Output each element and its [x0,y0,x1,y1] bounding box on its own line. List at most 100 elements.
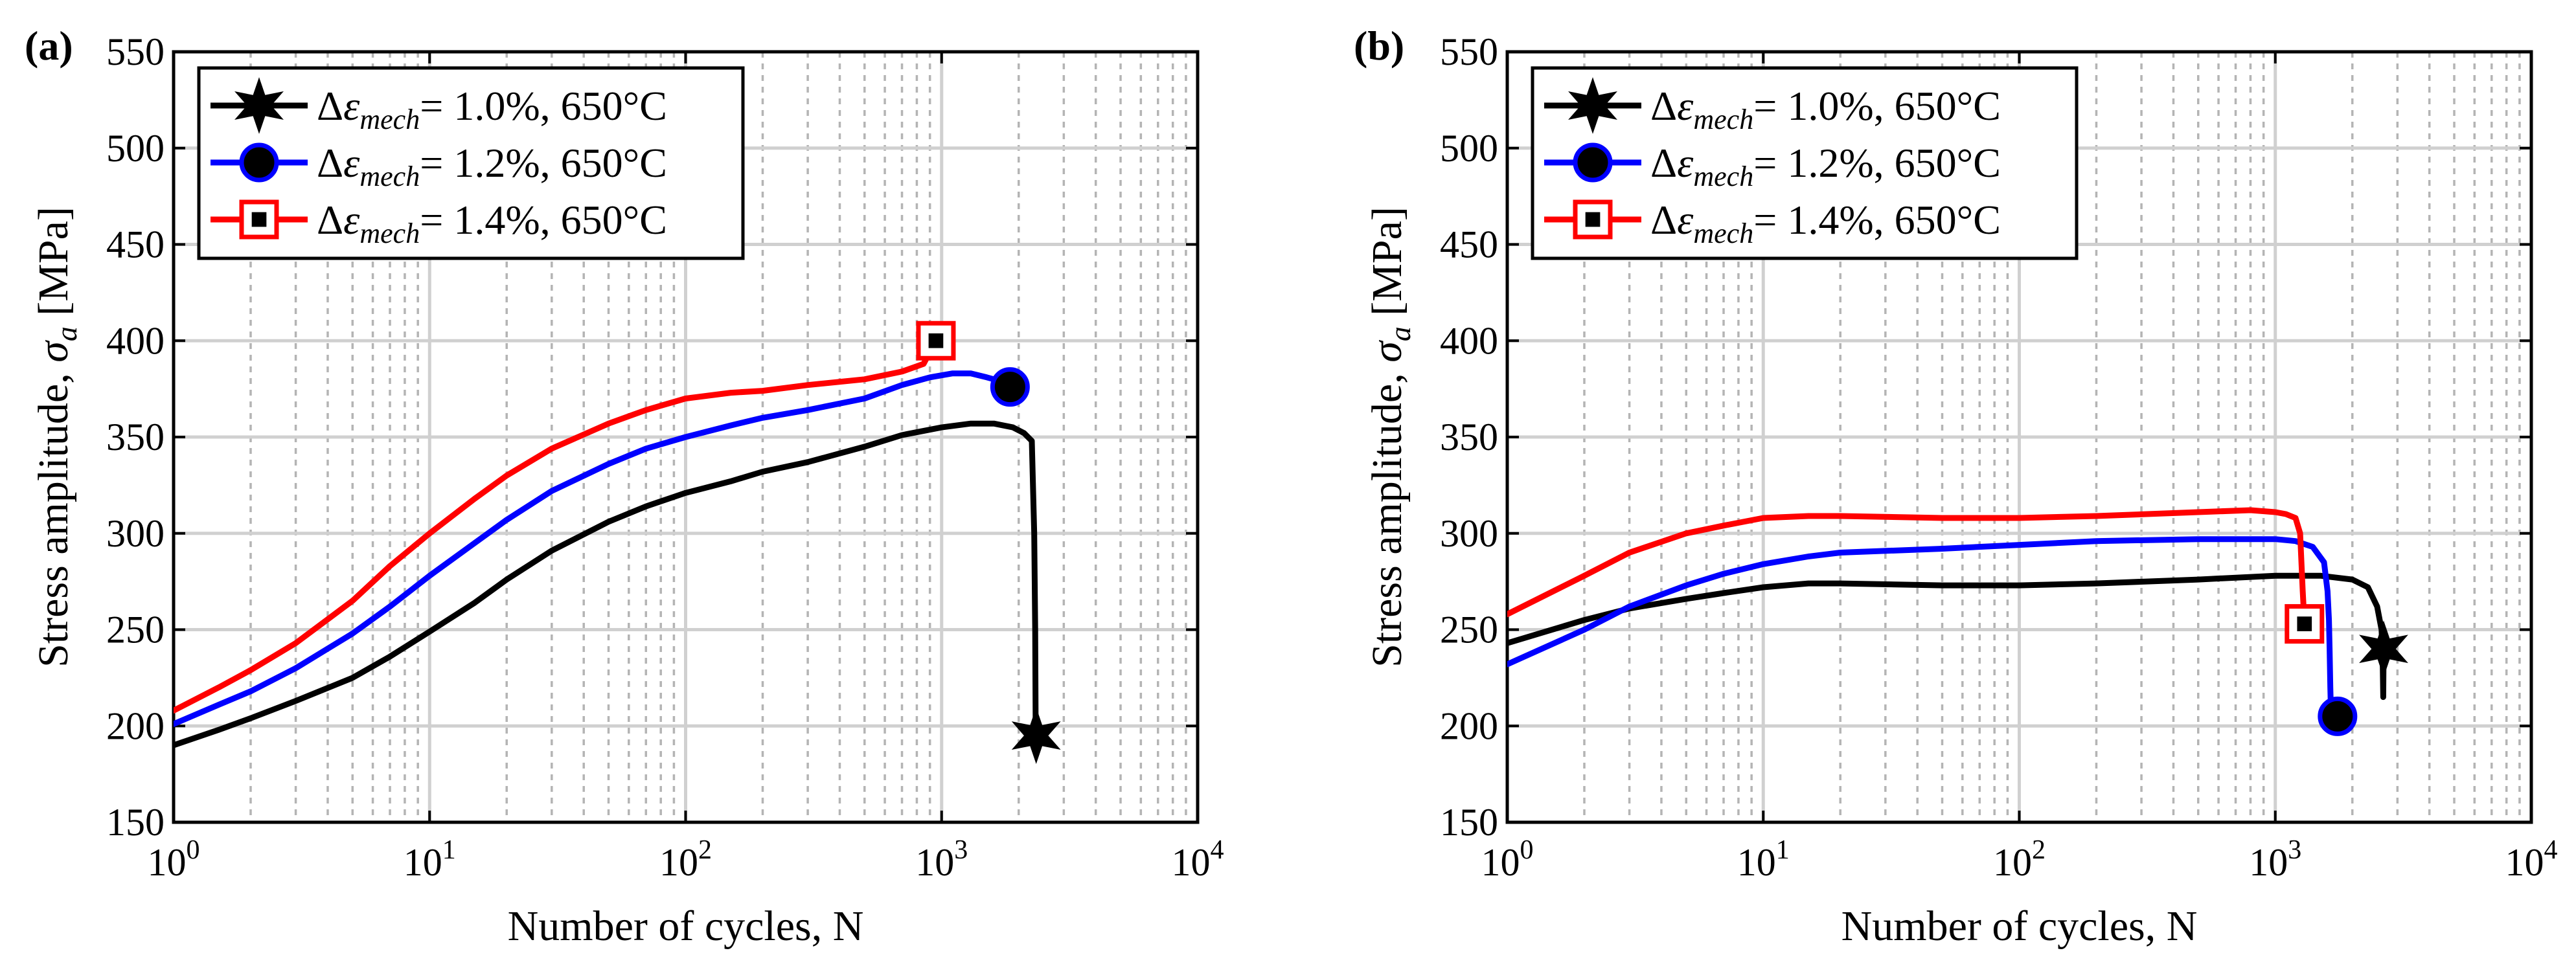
legend-delta: Δ [1650,140,1677,186]
y-tick-label: 200 [1440,704,1498,747]
x-tick-base: 10 [915,841,954,884]
legend-marker-2-core [1583,153,1602,172]
y-axis-title-subscript: a [1384,326,1417,341]
legend-marker-1 [1568,77,1617,134]
x-axis-title: Number of cycles, N [1841,903,2198,950]
y-axis-title: Stress amplitude, σa [MPa] [30,207,83,668]
series-end-marker-3 [2285,604,2325,644]
legend-subscript: mech [1693,218,1753,249]
y-tick-label: 350 [106,416,165,458]
x-tick-exponent: 2 [2032,835,2046,865]
x-tick-base: 10 [1481,841,1520,884]
legend-label-3: Δεmech= 1.4%, 650°C [317,197,667,249]
series-line-2 [1507,536,2341,719]
y-tick-label: 200 [106,704,165,747]
legend-symbol: ε [343,83,360,129]
y-tick-label: 450 [1440,223,1498,266]
series-markers [2285,604,2408,736]
legend-marker-1 [234,77,284,134]
legend-temperature: , 650°C [540,83,667,129]
legend-label-1: Δεmech= 1.0%, 650°C [317,83,667,135]
series-end-marker-3-core [2297,616,2312,631]
x-tick-base: 10 [1737,841,1776,884]
x-tick-base: 10 [1172,841,1211,884]
y-tick-label: 300 [1440,512,1498,555]
x-tick-label: 102 [659,835,712,884]
y-axis-title-subscript: a [50,326,83,341]
legend-symbol: ε [1677,83,1694,129]
x-tick-label: 101 [404,835,456,884]
x-tick-label: 104 [1172,835,1224,884]
y-axis-title-symbol: σ [1363,340,1411,363]
y-tick-label: 400 [1440,319,1498,362]
legend-subscript: mech [359,104,420,135]
legend-value: = 1.0% [420,83,540,129]
legend-value: = 1.4% [1753,197,1873,243]
y-axis-title-unit: [MPa] [30,207,77,326]
y-tick-label: 550 [1440,30,1498,73]
legend-delta: Δ [1650,83,1677,129]
y-axis-title-text: Stress amplitude, [30,363,77,668]
x-tick-label: 104 [2505,835,2558,884]
series-line-3 [174,337,939,713]
series-lines [174,337,1040,748]
y-tick-label: 500 [106,127,165,170]
y-axis-title-unit: [MPa] [1363,207,1411,326]
legend-delta: Δ [317,140,343,186]
legend-subscript: mech [359,218,420,249]
legend-temperature: , 650°C [540,197,667,243]
x-tick-base: 10 [1993,841,2032,884]
x-tick-exponent: 0 [1520,835,1534,865]
x-tick-exponent: 2 [698,835,712,865]
legend-value: = 1.2% [1753,140,1873,186]
legend-value: = 1.0% [1753,83,1873,129]
y-axis-title: Stress amplitude, σa [MPa] [1363,207,1417,668]
x-tick-label: 100 [148,835,200,884]
legend-label-3: Δεmech= 1.4%, 650°C [1650,197,2001,249]
legend-marker-3-core [1585,212,1601,227]
series-line-2 [174,370,1013,727]
y-tick-label: 250 [106,609,165,651]
series-end-marker-2-core [1000,377,1020,397]
series-end-marker-3-core [928,333,944,348]
legend-subscript: mech [1693,104,1753,135]
x-tick-label: 103 [2249,835,2301,884]
x-tick-exponent: 1 [442,835,456,865]
legend-value: = 1.4% [420,197,540,243]
panel-label: (b) [1354,23,1404,69]
series-line-3 [1507,507,2308,627]
legend-temperature: , 650°C [1874,140,2001,186]
x-tick-base: 10 [2249,841,2288,884]
legend-label-1: Δεmech= 1.0%, 650°C [1650,83,2001,135]
x-tick-label: 102 [1993,835,2046,884]
y-tick-label: 150 [106,801,165,844]
y-tick-label: 500 [1440,127,1498,170]
legend-symbol: ε [1677,140,1694,186]
x-tick-base: 10 [148,841,187,884]
series-markers [916,320,1061,764]
legend-symbol: ε [343,197,360,243]
x-tick-label: 103 [915,835,968,884]
x-tick-exponent: 3 [2288,835,2301,865]
y-tick-label: 550 [106,30,165,73]
y-tick-label: 300 [106,512,165,555]
legend-temperature: , 650°C [1874,83,2001,129]
series-line-1 [174,420,1040,748]
legend-subscript: mech [1693,161,1753,192]
legend-label-2: Δεmech= 1.2%, 650°C [1650,140,2001,192]
x-tick-base: 10 [404,841,442,884]
x-axis-title: Number of cycles, N [508,903,864,950]
y-tick-label: 250 [1440,609,1498,651]
legend-marker-3-core [251,212,267,227]
legend-symbol: ε [343,140,360,186]
y-tick-label: 400 [106,319,165,362]
legend-delta: Δ [1650,197,1677,243]
x-tick-exponent: 3 [954,835,968,865]
x-tick-label: 101 [1737,835,1790,884]
legend-delta: Δ [317,197,343,243]
